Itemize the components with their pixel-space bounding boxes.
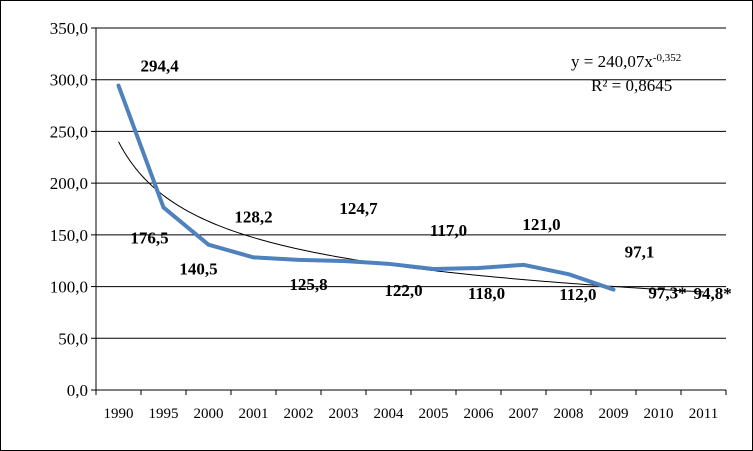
- x-tick-label: 2006: [464, 406, 495, 422]
- data-label: 94,8*: [694, 284, 732, 303]
- x-tick-label: 2004: [374, 406, 405, 422]
- data-label: 118,0: [468, 284, 505, 303]
- x-tick-label: 2001: [239, 406, 269, 422]
- x-tick-label: 2007: [509, 406, 540, 422]
- series-line: [116, 83, 616, 292]
- series-layer: [116, 83, 616, 292]
- y-tick-label: 150,0: [50, 226, 88, 245]
- data-labels: 294,4 176,5 140,5 128,2 125,8 124,7 122,0 117,0…: [130, 57, 731, 305]
- data-label: 112,0: [559, 285, 596, 304]
- x-tick-label: 2005: [419, 406, 449, 422]
- data-label: 294,4: [141, 57, 180, 76]
- x-tick-label: 2010: [644, 406, 674, 422]
- y-tick-label: 100,0: [50, 278, 88, 297]
- x-axis-ticks: 1990 1995 2000 2001 2002 2003 2004 2005 2006 2007…: [95, 390, 727, 422]
- y-tick-label: 50,0: [58, 329, 88, 348]
- data-label: 97,1: [625, 243, 655, 262]
- data-label: 117,0: [430, 221, 467, 240]
- x-tick-label: 2000: [194, 406, 224, 422]
- x-tick-label: 1990: [104, 406, 134, 422]
- x-tick-label: 2008: [554, 406, 584, 422]
- x-tick-label: 2003: [329, 406, 359, 422]
- x-tick-label: 2002: [284, 406, 314, 422]
- gridlines: [96, 27, 726, 391]
- data-label: 140,5: [179, 260, 217, 279]
- data-label: 125,8: [289, 275, 327, 294]
- data-label: 121,0: [522, 215, 560, 234]
- trendline-r-squared: R² = 0,8645: [591, 76, 672, 95]
- x-tick-label: 2011: [689, 406, 718, 422]
- y-tick-label: 350,0: [50, 19, 88, 38]
- data-label: 122,0: [384, 281, 422, 300]
- y-tick-label: 0,0: [67, 381, 88, 400]
- y-tick-label: 250,0: [50, 122, 88, 141]
- data-label: 124,7: [339, 199, 378, 218]
- data-label: 97,3*: [648, 283, 686, 302]
- trendline-equation: y = 240,07x-0,352: [571, 52, 681, 71]
- y-axis-ticks: 0,0 50,0 100,0 150,0 200,0 250,0 300,0 350,0: [50, 19, 96, 400]
- y-tick-label: 200,0: [50, 174, 88, 193]
- x-tick-label: 1995: [149, 406, 179, 422]
- y-tick-label: 300,0: [50, 71, 88, 90]
- x-tick-label: 2009: [599, 406, 629, 422]
- data-label: 128,2: [234, 207, 272, 226]
- data-label: 176,5: [130, 228, 168, 247]
